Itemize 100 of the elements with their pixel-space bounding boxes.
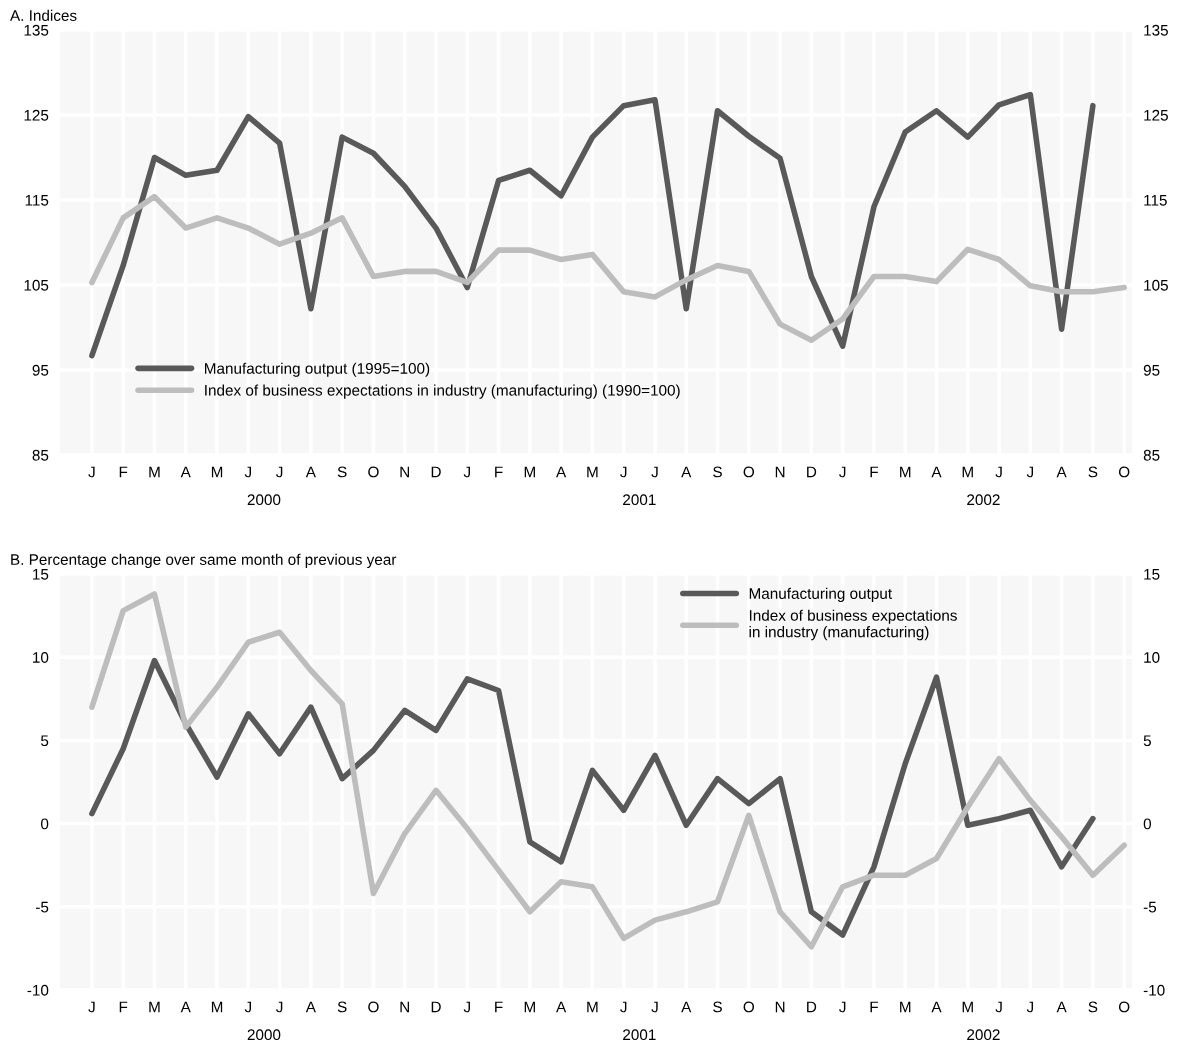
x-tick-label: J: [88, 466, 95, 478]
x-tick-label: J: [244, 1001, 251, 1013]
x-tick-label: J: [463, 466, 470, 478]
y-tick-label: 95: [32, 364, 49, 376]
y2-tick-label: 95: [1143, 364, 1160, 376]
y-tick-label: 85: [32, 449, 49, 461]
y2-tick-label: 125: [1144, 109, 1168, 121]
x-tick-label: A: [556, 1001, 567, 1013]
x-tick-label: O: [743, 466, 755, 478]
y-tick-label: 105: [24, 279, 49, 291]
y2-tick-label: 5: [1143, 735, 1151, 747]
x-tick-label: F: [870, 466, 878, 478]
legend-label: Manufacturing output: [749, 587, 892, 602]
y2-tick-label: 135: [1144, 24, 1168, 36]
y-tick-label: 5: [41, 735, 49, 747]
y2-tick-label: 85: [1143, 449, 1160, 461]
x-tick-label: M: [524, 466, 535, 478]
text: 2000: [247, 1029, 281, 1041]
x-tick-label: N: [775, 466, 785, 478]
text: 2001: [623, 494, 656, 506]
x-tick-label: S: [713, 466, 722, 478]
x-tick-label: M: [524, 1001, 535, 1013]
y-tick-label: 115: [25, 195, 49, 206]
x-tick-label: S: [337, 466, 347, 478]
chart-title: A. Indices: [10, 9, 77, 21]
y-tick-label: -10: [27, 984, 49, 996]
x-tick-label: O: [1118, 1001, 1130, 1013]
x-tick-label: M: [900, 1001, 911, 1013]
y2-tick-label: 10: [1144, 652, 1160, 663]
x-tick-label: O: [743, 1001, 755, 1013]
x-tick-label: F: [119, 1001, 128, 1013]
y-tick-label: 135: [24, 24, 49, 36]
x-tick-label: A: [931, 466, 942, 478]
y-tick-label: 0: [40, 818, 49, 830]
x-tick-label: J: [88, 1001, 95, 1013]
x-tick-label: J: [651, 466, 658, 478]
x-tick-label: A: [180, 1001, 191, 1013]
x-tick-label: A: [681, 466, 692, 478]
x-tick-label: D: [807, 466, 817, 478]
text: 2000: [247, 494, 281, 506]
x-tick-label: J: [244, 466, 251, 478]
text: 2002: [967, 494, 1000, 506]
x-tick-label: J: [651, 1001, 658, 1013]
x-tick-label: J: [276, 1001, 283, 1013]
text: 2002: [967, 1029, 1000, 1041]
legend-label: Index of business expectations in industry (manufacturing) (1990=100): [205, 384, 680, 399]
y2-tick-label: 15: [1144, 569, 1160, 580]
x-tick-label: M: [587, 1001, 598, 1013]
y-tick-label: 125: [24, 109, 49, 121]
x-tick-label: S: [713, 1001, 722, 1013]
legend-label: Manufacturing output (1995=100): [205, 362, 430, 377]
x-tick-label: A: [180, 466, 191, 478]
x-tick-label: S: [1088, 466, 1098, 478]
y2-tick-label: -10: [1143, 984, 1165, 996]
y-tick-label: 15: [33, 569, 49, 580]
x-tick-label: A: [1056, 466, 1067, 478]
x-tick-label: F: [495, 466, 503, 478]
x-tick-label: A: [556, 466, 567, 478]
x-tick-label: M: [149, 1001, 160, 1013]
x-tick-label: D: [807, 1001, 817, 1013]
x-tick-label: J: [620, 466, 627, 478]
x-tick-label: J: [276, 466, 283, 478]
x-tick-label: M: [211, 1001, 223, 1013]
y2-tick-label: 0: [1143, 818, 1152, 830]
x-tick-label: F: [119, 466, 128, 478]
x-tick-label: F: [495, 1001, 503, 1013]
y-tick-label: 10: [33, 652, 49, 663]
x-tick-label: J: [620, 1001, 627, 1013]
legend-label: Index of business expectations in industry (manufacturing): [749, 609, 957, 641]
x-tick-label: M: [962, 1001, 973, 1013]
x-tick-label: S: [1088, 1001, 1098, 1013]
x-tick-label: A: [305, 1001, 316, 1013]
x-tick-label: N: [400, 466, 409, 478]
y2-tick-label: 105: [1144, 279, 1168, 291]
x-tick-label: M: [900, 466, 911, 478]
x-tick-label: J: [1026, 1001, 1034, 1013]
x-tick-label: J: [839, 1001, 846, 1013]
x-tick-label: O: [1118, 466, 1130, 478]
y2-tick-label: 115: [1144, 195, 1167, 206]
x-tick-label: N: [775, 1001, 785, 1013]
x-tick-label: J: [1026, 466, 1034, 478]
x-tick-label: N: [400, 1001, 409, 1013]
x-tick-label: M: [211, 466, 223, 478]
x-tick-label: J: [995, 1001, 1002, 1013]
chart-title: B. Percentage change over same month of previous year: [11, 553, 397, 568]
x-tick-label: A: [931, 1001, 942, 1013]
y-tick-label: -5: [35, 901, 49, 913]
x-tick-label: A: [305, 466, 316, 478]
x-tick-label: J: [995, 466, 1002, 478]
y2-tick-label: -5: [1143, 901, 1157, 913]
x-tick-label: A: [1056, 1001, 1067, 1013]
text: 2001: [623, 1029, 656, 1041]
x-tick-label: D: [431, 1001, 441, 1013]
x-tick-label: F: [870, 1001, 878, 1013]
x-tick-label: O: [368, 466, 379, 478]
x-tick-label: M: [587, 466, 598, 478]
x-tick-label: M: [962, 466, 973, 478]
x-tick-label: O: [368, 1001, 379, 1013]
x-tick-label: A: [681, 1001, 692, 1013]
x-tick-label: M: [149, 466, 160, 478]
